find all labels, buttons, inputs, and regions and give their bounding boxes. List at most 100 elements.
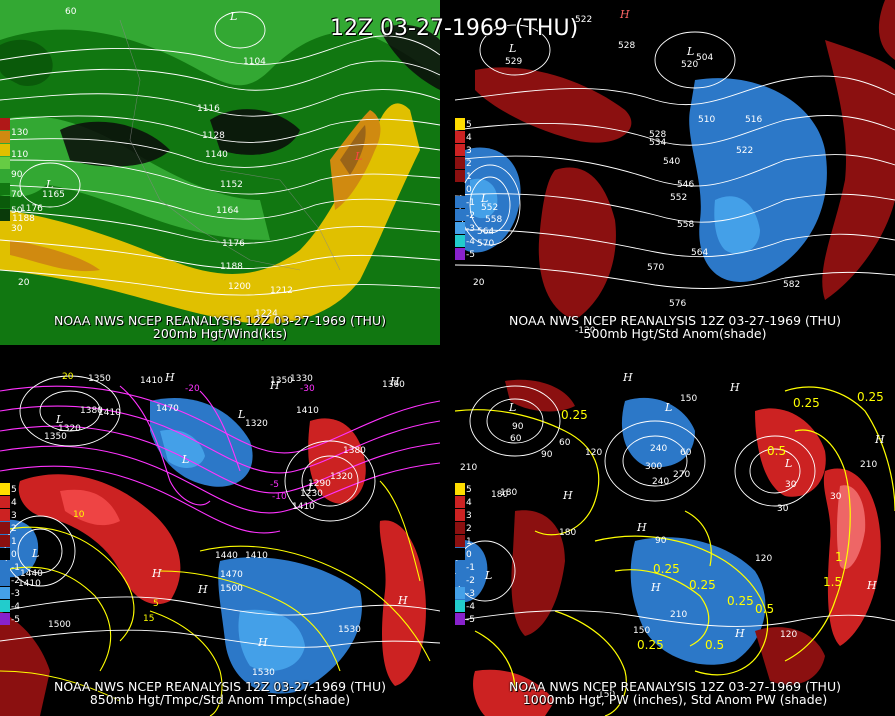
caption-source: NOAA NWS NCEP REANALYSIS 12Z 03-27-1969 …: [53, 313, 386, 328]
contour-label: 1440: [20, 569, 43, 579]
legend-label: 110: [11, 150, 29, 160]
contour-label: 504: [696, 53, 713, 63]
contour-label: 120: [780, 630, 797, 640]
contour-label: 582: [783, 280, 800, 290]
contour-label: 522: [736, 146, 753, 156]
contour-label: 1152: [220, 180, 243, 190]
low-center-label: L: [237, 408, 245, 421]
low-center-label: L: [55, 413, 63, 426]
contour-label: 1200: [228, 282, 251, 292]
legend-label: 0: [466, 185, 472, 195]
legend-label: -2: [466, 211, 475, 221]
legend-label: -3: [11, 589, 20, 599]
high-center-label: H: [866, 579, 877, 592]
legend-label: -1: [466, 198, 475, 208]
map-500mb-anomaly: 522 528 504 510 516 522 528 534 540 546 …: [455, 0, 895, 345]
contour-label: 534: [649, 138, 666, 148]
contour-label: 1116: [197, 104, 220, 114]
legend-label: 5: [466, 485, 472, 495]
wind-legend: 130 110 90 70 50 30: [0, 118, 28, 234]
contour-label: 20: [473, 278, 485, 288]
map-850mb-temperature: 1350 1380 1320 1350 1410 1470 1410 1320 …: [0, 371, 440, 716]
high-center-label: H: [164, 371, 175, 384]
contour-label: 1470: [156, 404, 179, 414]
high-center-label: H: [151, 567, 162, 580]
contour-label: 60: [559, 438, 571, 448]
contour-label: 1290: [308, 479, 331, 489]
contour-label: 90: [541, 450, 553, 460]
contour-label: 1330: [290, 374, 313, 384]
high-center-label: H: [619, 8, 630, 21]
contour-label: 529: [505, 57, 522, 67]
contour-label: 570: [477, 239, 494, 249]
temp-label: -5: [270, 480, 279, 490]
high-center-label: H: [622, 371, 633, 384]
contour-label: 1188: [220, 262, 243, 272]
panel-1000mb-precipitable-water: 0.25 0.5 0.25 0.25 0.25 0.5 0.25 0.25 0.…: [455, 371, 895, 716]
contour-label: 520: [681, 60, 698, 70]
temp-label: 5: [153, 599, 159, 609]
contour-label: 150: [598, 690, 615, 700]
contour-label: 30: [777, 504, 789, 514]
contour-label: 522: [575, 15, 592, 25]
contour-label: 210: [460, 463, 477, 473]
contour-label: 1530: [252, 668, 275, 678]
high-center-label: H: [650, 581, 661, 594]
legend-label: 5: [11, 485, 17, 495]
high-center-label: H: [562, 489, 573, 502]
temp-label: 15: [143, 614, 154, 624]
contour-label: 180: [559, 528, 576, 538]
legend-label: 2: [11, 524, 17, 534]
contour-label: 570: [647, 263, 664, 273]
contour-label: 270: [673, 470, 690, 480]
contour-label: 30: [785, 480, 797, 490]
contour-label: 1410: [245, 551, 268, 561]
low-center-label: L: [686, 45, 694, 58]
low-center-label: L: [229, 10, 237, 23]
contour-label: 300: [645, 462, 662, 472]
contour-label: 1410: [140, 376, 163, 386]
legend-label: 5: [466, 120, 472, 130]
high-center-label: H: [729, 381, 740, 394]
pw-label: 0.25: [857, 390, 884, 404]
contour-label: 1500: [220, 584, 243, 594]
low-center-label: L: [664, 401, 672, 414]
contour-label: 1164: [216, 206, 239, 216]
contour-label: 120: [755, 554, 772, 564]
contour-label: 240: [650, 444, 667, 454]
contour-label: 210: [670, 610, 687, 620]
contour-label: 528: [649, 130, 666, 140]
legend-label: -2: [11, 576, 20, 586]
pw-label: 0.5: [705, 638, 724, 652]
contour-label: 576: [669, 299, 686, 309]
legend-label: 130: [11, 128, 29, 138]
legend-label: -4: [466, 602, 475, 612]
contour-label: 180: [500, 488, 517, 498]
pw-label: 0.25: [637, 638, 664, 652]
temp-label: -30: [300, 384, 315, 394]
contour-label: 546: [677, 180, 694, 190]
map-200mb-wind: 1104 1116 1128 1140 1152 1164 1176 1188 …: [0, 0, 440, 345]
contour-label: 90: [655, 536, 667, 546]
low-center-label: L: [181, 453, 189, 466]
contour-label: 1440: [215, 551, 238, 561]
contour-label: 1188: [12, 214, 35, 224]
panel-caption: NOAA NWS NCEP REANALYSIS 12Z 03-27-1969 …: [455, 680, 895, 706]
low-center-label: L: [31, 547, 39, 560]
legend-label: 50: [11, 206, 23, 216]
caption-variable: 500mb Hgt/Std Anom(shade): [583, 326, 767, 341]
legend-label: -5: [466, 250, 475, 260]
pw-label: 0.25: [653, 562, 680, 576]
legend-label: 90: [11, 170, 23, 180]
contour-label: 1176: [222, 239, 245, 249]
contour-label: 1350: [88, 374, 111, 384]
contour-label: 552: [481, 203, 498, 213]
low-center-label: L: [354, 150, 362, 163]
contour-label: 150: [680, 394, 697, 404]
low-center-label: L: [307, 481, 315, 494]
contour-label: 1212: [270, 286, 293, 296]
panel-caption: NOAA NWS NCEP REANALYSIS 12Z 03-27-1969 …: [0, 314, 440, 340]
low-center-label: L: [484, 569, 492, 582]
contour-label: 1320: [245, 419, 268, 429]
pw-label: 1.5: [823, 575, 842, 589]
